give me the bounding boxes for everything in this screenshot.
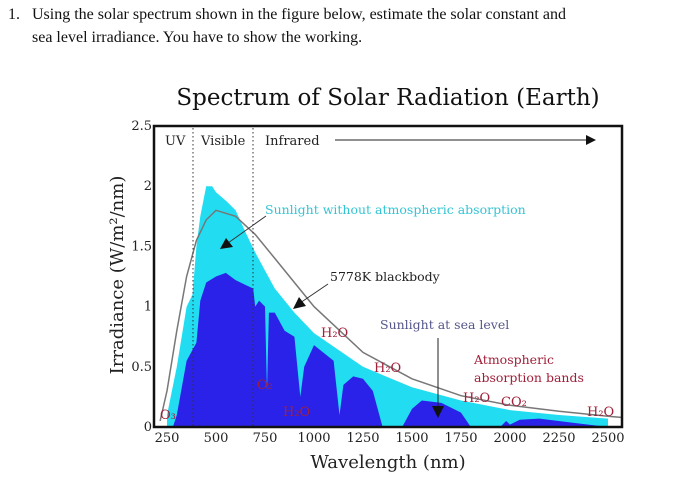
band-h2o-2500: H₂O: [587, 405, 614, 420]
without-absorption-arrowhead: [220, 238, 233, 249]
without-absorption-pointer: [227, 215, 267, 244]
question-line-1: Using the solar spectrum shown in the fi…: [32, 6, 566, 23]
region-uv: UV: [165, 134, 186, 149]
infrared-arrowhead: [586, 135, 596, 145]
blackbody-arrowhead: [293, 297, 306, 309]
blackbody-curve: [159, 209, 622, 422]
x-tick-label: 1000: [297, 431, 330, 446]
x-tick-label: 2000: [493, 431, 526, 446]
x-tick-label: 500: [204, 431, 229, 446]
y-tick-label: 2.5: [131, 119, 152, 134]
annotation-bands-1: Atmospheric: [473, 352, 554, 367]
x-tick-label: 1500: [395, 431, 428, 446]
annotation-without-absorption: Sunlight without atmospheric absorption: [265, 202, 526, 217]
x-tick-label: 1250: [346, 431, 379, 446]
y-tick-label: 2: [144, 179, 152, 194]
question-line-2: sea level irradiance. You have to show t…: [32, 29, 363, 46]
band-o2: O₂: [257, 378, 273, 393]
band-o3: O₃: [160, 408, 176, 423]
x-tick-label: 750: [253, 431, 278, 446]
annotation-bands-2: absorption bands: [474, 370, 584, 385]
y-tick-label: 1.5: [131, 239, 152, 254]
region-visible: Visible: [200, 134, 246, 149]
band-h2o-1900: H₂O: [463, 391, 490, 406]
y-tick-label: 0.5: [131, 360, 152, 375]
band-h2o-1400: H₂O: [374, 361, 401, 376]
annotation-sea-level: Sunlight at sea level: [380, 317, 509, 332]
band-co2: CO₂: [501, 395, 527, 410]
sea-level-area: [172, 272, 608, 427]
chart-title: Spectrum of Solar Radiation (Earth): [176, 85, 599, 111]
x-tick-label: 2500: [591, 431, 624, 446]
x-axis-label: Wavelength (nm): [310, 452, 465, 473]
y-axis-label: Irradiance (W/m²/nm): [107, 176, 128, 375]
x-tick-label: 250: [155, 431, 180, 446]
x-tick-label: 1750: [444, 431, 477, 446]
x-tick-label: 2250: [542, 431, 575, 446]
region-infrared: Infrared: [265, 134, 320, 149]
question-number: 1.: [8, 6, 20, 23]
y-tick-label: 0: [144, 420, 152, 435]
y-tick-label: 1: [144, 300, 152, 315]
sea-level-arrowhead: [432, 406, 444, 418]
plot-frame: [152, 124, 624, 429]
annotation-blackbody: 5778K blackbody: [330, 269, 441, 284]
blackbody-pointer: [299, 283, 329, 304]
band-h2o-900: H₂O: [283, 405, 310, 420]
band-h2o-1100: H₂O: [321, 326, 348, 341]
